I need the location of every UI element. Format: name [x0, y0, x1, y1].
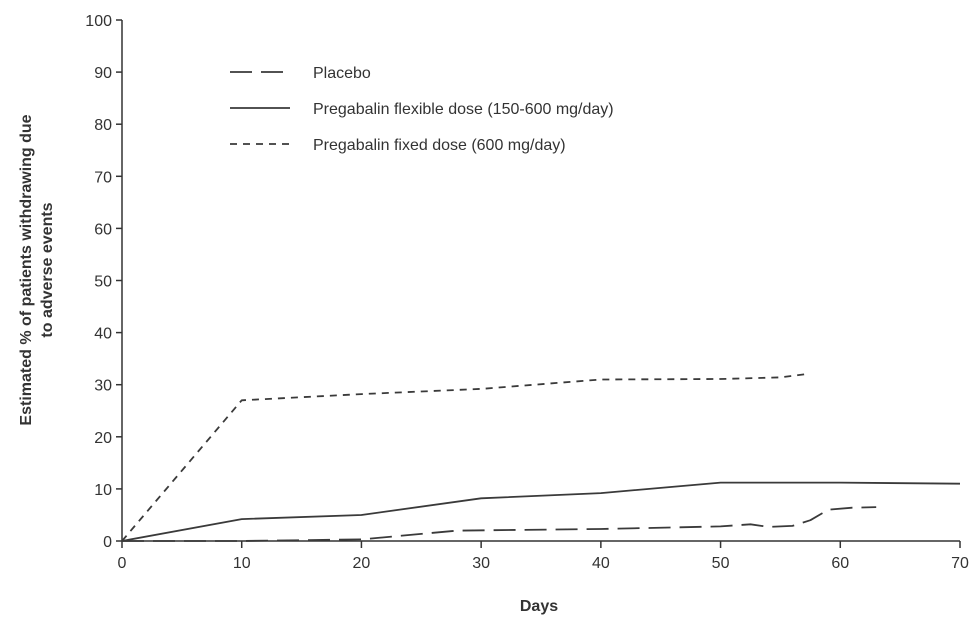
y-axis-title-line-1: Estimated % of patients withdrawing due [18, 114, 35, 425]
y-tick-label: 70 [94, 169, 112, 186]
series-line-solid [121, 481, 961, 542]
legend-label: Placebo [313, 65, 371, 82]
series-line-long-dash [122, 506, 877, 542]
y-tick-label: 60 [94, 221, 112, 238]
x-axis-title: Days [520, 598, 558, 615]
legend-label: Pregabalin flexible dose (150-600 mg/day… [313, 101, 614, 118]
y-tick-label: 30 [94, 378, 112, 395]
y-axis-title-line-2: to adverse events [39, 202, 56, 337]
x-tick-label: 50 [712, 555, 730, 572]
y-tick-label: 40 [94, 326, 112, 343]
x-tick-label: 30 [472, 555, 490, 572]
y-tick-label: 90 [94, 65, 112, 82]
legend: Placebo Pregabalin flexible dose (150-600… [230, 65, 614, 154]
x-tick-label: 10 [233, 555, 251, 572]
series-lines [121, 373, 961, 542]
y-tick-label: 20 [94, 430, 112, 447]
x-tick-label: 0 [118, 555, 127, 572]
y-tick-label: 100 [85, 13, 112, 30]
legend-label: Pregabalin fixed dose (600 mg/day) [313, 137, 566, 154]
x-tick-label: 60 [831, 555, 849, 572]
axis-titles: Days Estimated % of patients withdrawing… [18, 114, 558, 615]
y-tick-label: 80 [94, 117, 112, 134]
y-tick-label: 10 [94, 482, 112, 499]
x-tick-label: 70 [951, 555, 969, 572]
axes: 0 10 20 30 40 50 60 70 80 90 100 0 10 20 30 40 50 60 70 [85, 13, 969, 572]
x-tick-label: 20 [353, 555, 371, 572]
series-line-short-dash [121, 373, 805, 542]
y-tick-label: 50 [94, 274, 112, 291]
x-tick-label: 40 [592, 555, 610, 572]
y-tick-label: 0 [103, 534, 112, 551]
